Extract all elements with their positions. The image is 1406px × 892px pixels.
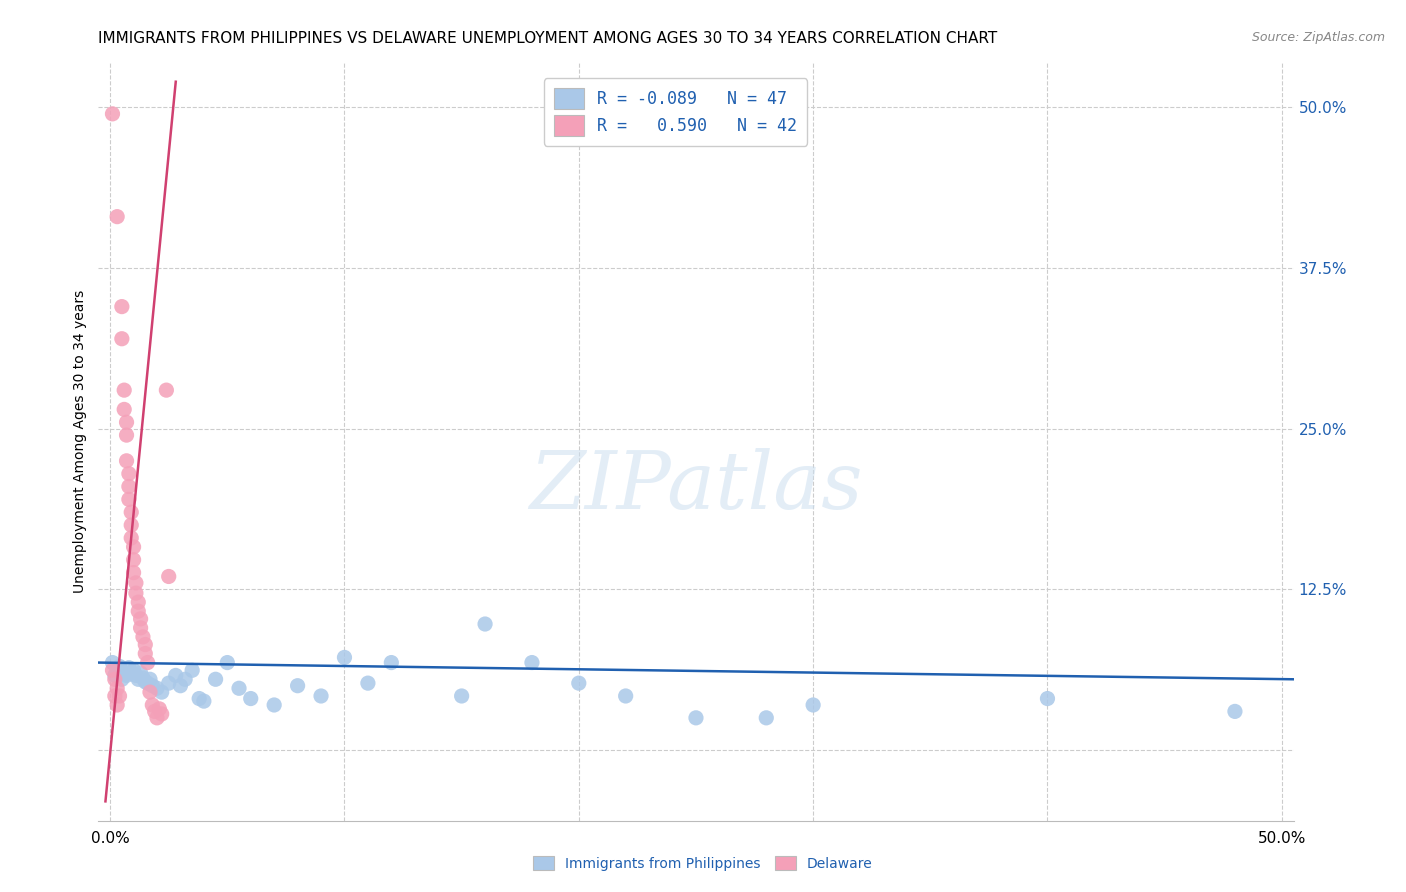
Point bbox=[105, 681, 128, 696]
Text: 50.0%: 50.0% bbox=[1257, 831, 1306, 846]
Point bbox=[263, 698, 285, 712]
Point bbox=[120, 518, 142, 533]
Point bbox=[204, 673, 226, 687]
Point bbox=[228, 681, 250, 696]
Point bbox=[174, 673, 197, 687]
Point bbox=[111, 673, 134, 687]
Point bbox=[118, 492, 141, 507]
Point bbox=[132, 630, 155, 644]
Point bbox=[127, 604, 149, 618]
Point bbox=[115, 668, 138, 682]
Point bbox=[104, 689, 127, 703]
Y-axis label: Unemployment Among Ages 30 to 34 years: Unemployment Among Ages 30 to 34 years bbox=[73, 290, 87, 593]
Point bbox=[120, 505, 142, 519]
Point bbox=[136, 676, 159, 690]
Point bbox=[101, 107, 124, 121]
Point bbox=[143, 705, 166, 719]
Point bbox=[118, 467, 141, 481]
Point bbox=[136, 656, 159, 670]
Legend: R = -0.089   N = 47, R =   0.590   N = 42: R = -0.089 N = 47, R = 0.590 N = 42 bbox=[544, 78, 807, 145]
Point bbox=[141, 698, 163, 712]
Point bbox=[309, 689, 332, 703]
Point bbox=[181, 663, 204, 677]
Point bbox=[108, 659, 131, 673]
Legend: Immigrants from Philippines, Delaware: Immigrants from Philippines, Delaware bbox=[527, 850, 879, 876]
Point bbox=[134, 647, 156, 661]
Point bbox=[217, 656, 239, 670]
Point bbox=[120, 531, 142, 545]
Point bbox=[146, 711, 169, 725]
Point bbox=[120, 665, 142, 680]
Point bbox=[474, 617, 496, 632]
Point bbox=[115, 454, 138, 468]
Point bbox=[105, 663, 128, 677]
Point bbox=[129, 665, 152, 680]
Point bbox=[568, 676, 591, 690]
Point bbox=[101, 663, 124, 677]
Point bbox=[112, 665, 135, 680]
Point bbox=[150, 706, 173, 721]
Point bbox=[614, 689, 637, 703]
Point bbox=[685, 711, 707, 725]
Point bbox=[188, 691, 211, 706]
Point bbox=[105, 698, 128, 712]
Point bbox=[165, 668, 187, 682]
Point bbox=[115, 428, 138, 442]
Point bbox=[115, 415, 138, 429]
Text: 0.0%: 0.0% bbox=[91, 831, 129, 846]
Point bbox=[112, 383, 135, 397]
Point bbox=[122, 553, 145, 567]
Point bbox=[520, 656, 543, 670]
Point bbox=[101, 656, 124, 670]
Point bbox=[112, 402, 135, 417]
Point bbox=[157, 569, 180, 583]
Point bbox=[139, 685, 162, 699]
Point bbox=[129, 621, 152, 635]
Text: ZIPatlas: ZIPatlas bbox=[529, 449, 863, 525]
Point bbox=[132, 671, 155, 685]
Point bbox=[1223, 705, 1246, 719]
Point bbox=[146, 681, 169, 696]
Point bbox=[380, 656, 402, 670]
Point bbox=[111, 332, 134, 346]
Point bbox=[122, 540, 145, 554]
Point bbox=[141, 679, 163, 693]
Point bbox=[108, 689, 131, 703]
Point bbox=[122, 566, 145, 580]
Point bbox=[125, 668, 148, 682]
Point bbox=[134, 674, 156, 689]
Point bbox=[169, 679, 191, 693]
Point bbox=[139, 673, 162, 687]
Point bbox=[287, 679, 309, 693]
Point bbox=[125, 575, 148, 590]
Point bbox=[193, 694, 215, 708]
Point bbox=[801, 698, 824, 712]
Text: IMMIGRANTS FROM PHILIPPINES VS DELAWARE UNEMPLOYMENT AMONG AGES 30 TO 34 YEARS C: IMMIGRANTS FROM PHILIPPINES VS DELAWARE … bbox=[98, 31, 998, 46]
Point bbox=[118, 479, 141, 493]
Point bbox=[127, 673, 149, 687]
Point bbox=[148, 702, 170, 716]
Point bbox=[134, 638, 156, 652]
Point bbox=[239, 691, 262, 706]
Point bbox=[122, 663, 145, 677]
Point bbox=[155, 383, 177, 397]
Point bbox=[157, 676, 180, 690]
Point bbox=[125, 586, 148, 600]
Point bbox=[104, 668, 127, 682]
Point bbox=[333, 650, 356, 665]
Point bbox=[127, 595, 149, 609]
Point bbox=[450, 689, 472, 703]
Point bbox=[118, 661, 141, 675]
Point bbox=[129, 612, 152, 626]
Text: Source: ZipAtlas.com: Source: ZipAtlas.com bbox=[1251, 31, 1385, 45]
Point bbox=[104, 673, 127, 687]
Point bbox=[1036, 691, 1059, 706]
Point bbox=[755, 711, 778, 725]
Point bbox=[150, 685, 173, 699]
Point bbox=[105, 210, 128, 224]
Point bbox=[111, 300, 134, 314]
Point bbox=[357, 676, 380, 690]
